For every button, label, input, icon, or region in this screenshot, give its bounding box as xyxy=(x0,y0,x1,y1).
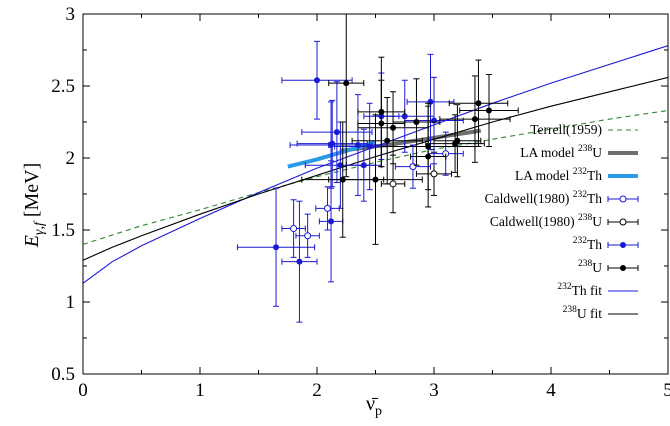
marker-filled xyxy=(354,142,361,149)
x-tick-label: 4 xyxy=(546,380,556,401)
legend-item-th232: 232Th xyxy=(573,236,639,252)
points-layer xyxy=(236,14,519,323)
x-tick-label: 2 xyxy=(312,380,322,401)
y-tick-label: 2 xyxy=(66,148,76,169)
y-tick-label: 1.5 xyxy=(51,220,75,241)
data-point xyxy=(439,75,511,163)
legend-label: LA model 232Th xyxy=(515,167,602,183)
marker-filled xyxy=(372,176,379,183)
x-tick-label: 1 xyxy=(195,380,205,401)
marker-filled xyxy=(328,218,335,225)
data-point xyxy=(351,97,423,185)
marker-filled xyxy=(273,244,280,251)
legend-label: 232Th xyxy=(573,236,602,252)
legend-item-u238: 238U xyxy=(578,259,639,275)
x-tick-label: 0 xyxy=(78,380,88,401)
data-point xyxy=(459,73,519,147)
legend-item-cald238: Caldwell(1980) 238U xyxy=(490,213,639,229)
legend-label: 238U fit xyxy=(563,305,603,321)
marker-filled xyxy=(485,107,492,114)
data-point xyxy=(295,213,320,258)
marker-filled xyxy=(401,113,408,120)
x-axis-label: ν̄p xyxy=(366,393,382,419)
marker-filled xyxy=(378,120,385,127)
marker-filled xyxy=(384,137,391,144)
y-tick-label: 0.5 xyxy=(51,364,75,385)
marker-open xyxy=(389,180,397,188)
legend-item-la232: LA model 232Th xyxy=(515,167,638,183)
legend-item-cald232: Caldwell(1980) 232Th xyxy=(485,190,639,206)
data-point xyxy=(281,199,306,258)
marker-filled xyxy=(390,124,397,131)
curve-0 xyxy=(83,109,668,245)
data-point xyxy=(357,79,406,168)
marker-open xyxy=(324,204,332,212)
marker-filled xyxy=(431,117,437,124)
x-tick-label: 3 xyxy=(429,380,439,401)
legend-item-terrell: Terrell(1959) xyxy=(530,122,638,137)
marker-filled xyxy=(360,162,367,169)
data-point xyxy=(404,76,464,165)
legend-marker xyxy=(619,195,627,203)
legend-label: Caldwell(1980) 232Th xyxy=(485,190,603,206)
data-point xyxy=(301,81,373,183)
data-point xyxy=(410,105,447,208)
legend-label: Caldwell(1980) 238U xyxy=(490,213,602,229)
marker-filled xyxy=(454,137,461,144)
data-point xyxy=(236,187,316,307)
marker-filled xyxy=(296,258,303,265)
data-point xyxy=(406,53,455,150)
data-point xyxy=(394,144,431,189)
y-axis-label: Eγ,f [MeV] xyxy=(21,163,47,249)
data-point xyxy=(357,91,429,165)
marker-filled xyxy=(366,143,373,150)
legend-label: 232Th fit xyxy=(557,282,602,298)
marker-filled xyxy=(471,116,478,123)
marker-filled xyxy=(425,153,432,160)
data-point xyxy=(328,14,365,178)
legend: Terrell(1959) LA model 238U LA model 232Th… xyxy=(485,122,639,321)
marker-open xyxy=(304,232,312,240)
marker-open xyxy=(290,225,298,233)
y-tick-label: 1 xyxy=(66,292,76,313)
legend-label: Terrell(1959) xyxy=(530,122,602,137)
marker-filled xyxy=(343,80,350,87)
data-point xyxy=(448,59,509,147)
x-tick-label: 5 xyxy=(663,380,670,401)
legend-item-la238: LA model 238U xyxy=(520,144,638,160)
legend-label: LA model 238U xyxy=(520,144,602,160)
data-point xyxy=(281,200,318,323)
data-point xyxy=(345,128,382,202)
legend-item-thfit: 232Th fit xyxy=(557,282,638,298)
marker-open xyxy=(409,163,417,171)
marker-filled xyxy=(314,77,320,84)
marker-filled xyxy=(337,162,344,169)
data-point xyxy=(433,104,482,178)
marker-filled xyxy=(475,100,482,107)
data-point xyxy=(281,40,353,120)
marker-open xyxy=(430,170,438,178)
legend-label: 238U xyxy=(578,259,602,275)
y-tick-label: 2.5 xyxy=(51,76,75,97)
y-tick-label: 3 xyxy=(66,4,76,25)
legend-marker xyxy=(619,218,627,226)
axis-ticks: 0 1 2 3 4 5 0.5 1 1.5 2 2.5 3 xyxy=(51,4,670,401)
legend-marker xyxy=(620,265,626,271)
legend-item-ufit: 238U fit xyxy=(563,305,638,321)
marker-filled xyxy=(333,129,340,136)
data-point xyxy=(328,114,423,245)
marker-filled xyxy=(413,119,420,125)
legend-marker xyxy=(620,242,626,248)
